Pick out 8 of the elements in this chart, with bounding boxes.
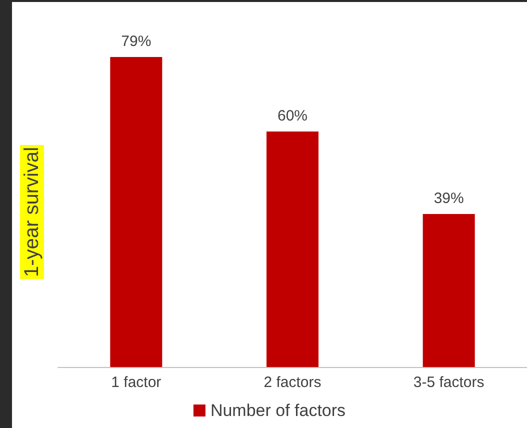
data-label: 79%	[121, 33, 152, 50]
data-label: 39%	[434, 190, 464, 207]
y-axis-title: 1-year survival	[21, 146, 43, 278]
x-tick-label: 2 factors	[264, 374, 322, 391]
x-tick-label: 1 factor	[111, 374, 162, 391]
legend-label: Number of factors	[210, 401, 346, 420]
data-label: 60%	[277, 108, 308, 125]
x-tick-label: 3-5 factors	[413, 374, 484, 391]
